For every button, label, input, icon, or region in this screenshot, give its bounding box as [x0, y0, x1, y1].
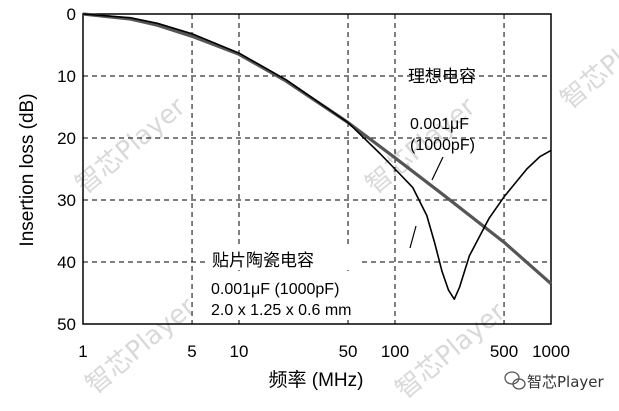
smd-value-backdrop	[208, 275, 370, 319]
y-tick-label: 50	[57, 315, 76, 334]
smd-capacitor-curve	[82, 13, 552, 301]
smd-capacitor-value: 0.001μF (1000pF)	[211, 281, 339, 298]
y-tick-label: 20	[57, 129, 76, 148]
y-tick-label: 30	[57, 191, 76, 210]
smd-label-backdrop	[208, 246, 360, 270]
ideal-capacitor-value2: (1000pF)	[410, 137, 475, 154]
watermark-text: 智芯Player	[555, 7, 619, 116]
ideal-leader-line	[431, 156, 444, 181]
y-axis-title: Insertion loss (dB)	[17, 93, 38, 246]
x-axis-title: 频率 (MHz)	[269, 369, 364, 391]
tick-layer: 1 5 10 50 100 500 1000 0 10 20 30 40 50	[57, 5, 570, 361]
ideal-capacitor-curve	[82, 12, 553, 285]
y-tick-label: 10	[57, 67, 76, 86]
x-tick-label: 10	[230, 342, 249, 361]
series-layer	[82, 12, 553, 301]
x-tick-label: 5	[187, 342, 196, 361]
credit-text: 智芯Player	[527, 373, 605, 391]
credit-badge: 智芯Player	[504, 371, 605, 391]
y-tick-label: 0	[67, 5, 76, 24]
smd-capacitor-label: 贴片陶瓷电容	[212, 251, 314, 271]
watermark-text: 智芯Player	[80, 292, 201, 401]
x-tick-label: 50	[339, 342, 358, 361]
plot-frame	[82, 13, 552, 325]
x-tick-label: 1000	[532, 342, 570, 361]
x-tick-label: 1	[78, 342, 87, 361]
y-tick-label: 40	[57, 253, 76, 272]
smd-capacitor-size: 2.0 x 1.25 x 0.6 mm	[211, 302, 352, 319]
x-tick-label: 500	[490, 342, 518, 361]
ideal-capacitor-value: 0.001μF	[410, 116, 469, 133]
wechat-icon	[504, 371, 526, 390]
watermark-text: 智芯Player	[70, 92, 191, 201]
smd-leader-line	[409, 225, 417, 249]
ideal-capacitor-label: 理想电容	[408, 67, 476, 87]
x-tick-label: 100	[381, 342, 409, 361]
